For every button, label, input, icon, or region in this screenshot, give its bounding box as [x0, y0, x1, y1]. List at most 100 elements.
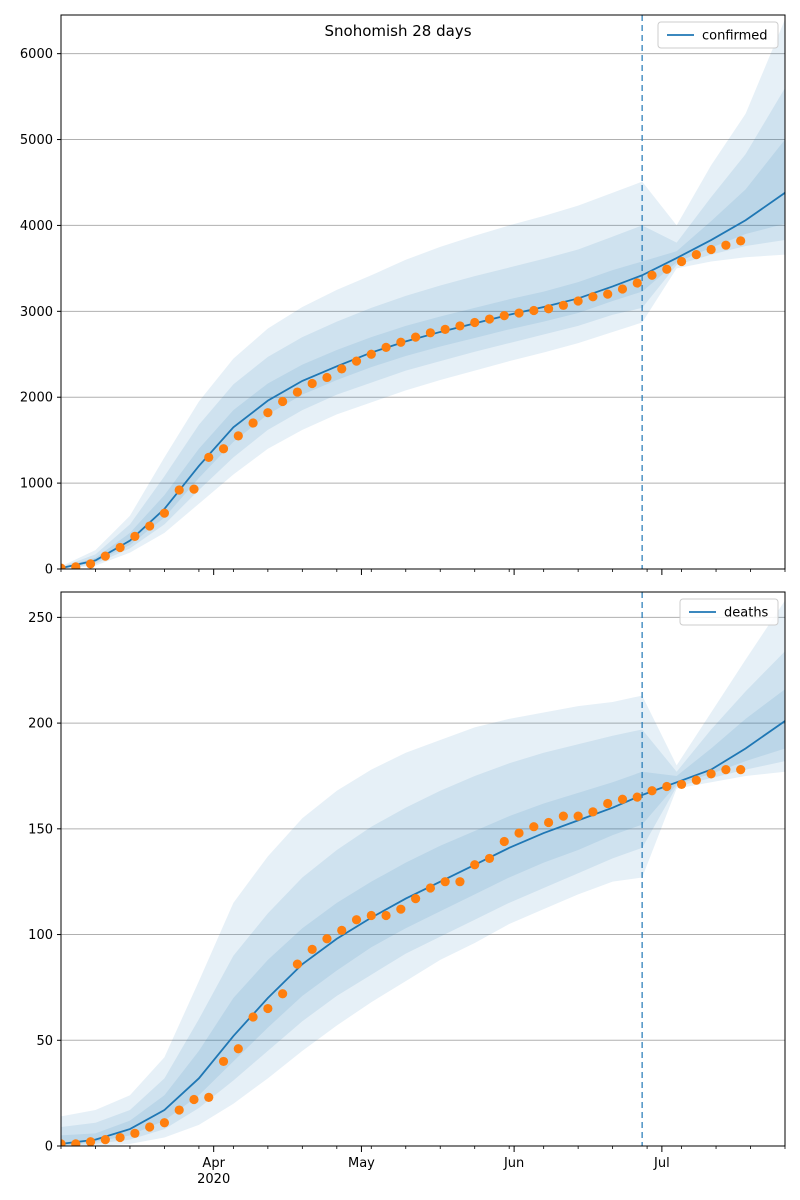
y-tick-label: 0 — [45, 563, 53, 578]
uncertainty-band-3 — [642, 689, 785, 825]
observed-point — [543, 304, 554, 314]
y-tick-label: 5000 — [20, 133, 53, 148]
observed-point — [322, 934, 332, 944]
observed-point — [603, 798, 613, 809]
observed-point — [514, 828, 524, 838]
legend-box — [679, 598, 779, 626]
observed-point — [662, 264, 672, 274]
observed-point — [292, 387, 303, 397]
uncertainty-band-2 — [61, 225, 643, 569]
observed-point — [573, 811, 583, 821]
observed-point — [233, 431, 243, 441]
uncertainty-band-1 — [642, 600, 785, 878]
y-tick-label: 100 — [28, 928, 53, 943]
observed-point — [499, 836, 509, 847]
model-median-line — [61, 794, 643, 1145]
observed-point — [573, 296, 583, 306]
observed-point — [470, 317, 480, 328]
observed-point — [632, 278, 642, 288]
y-tick-label: 4000 — [20, 219, 53, 234]
axes-frame — [60, 591, 786, 1147]
observed-point — [71, 1139, 81, 1146]
uncertainty-band-1 — [61, 181, 643, 569]
uncertainty-band-2 — [642, 88, 785, 308]
observed-point — [322, 372, 332, 383]
uncertainty-band-3 — [61, 261, 643, 569]
observed-point — [278, 989, 288, 999]
observed-point — [381, 342, 391, 352]
observed-point — [588, 807, 598, 817]
observed-point — [721, 240, 731, 250]
observed-point — [337, 925, 347, 935]
observed-point — [440, 877, 450, 887]
observed-point — [115, 1132, 125, 1143]
x-tick-label: Jul — [653, 1156, 670, 1171]
observed-point — [691, 250, 701, 260]
x-tick-label: Jun — [503, 1156, 524, 1171]
observed-point — [174, 485, 184, 495]
y-tick-label: 2000 — [20, 391, 53, 406]
y-tick-label: 250 — [28, 611, 53, 626]
observed-point — [425, 883, 435, 893]
observed-point — [588, 292, 598, 302]
observed-point — [529, 305, 539, 316]
observed-point — [455, 321, 465, 331]
x-tick-year-label: 2020 — [197, 1172, 230, 1187]
observed-point — [292, 959, 303, 969]
observed-point — [100, 1135, 110, 1145]
observed-point — [411, 894, 421, 904]
observed-point — [218, 444, 229, 454]
observed-point — [499, 311, 509, 321]
legend-label: confirmed — [702, 29, 768, 44]
observed-point — [470, 860, 480, 870]
y-tick-label: 50 — [36, 1034, 53, 1049]
observed-point — [351, 356, 362, 366]
observed-point — [706, 244, 716, 255]
observed-point — [736, 765, 746, 775]
observed-point — [691, 775, 701, 785]
uncertainty-band-3 — [642, 139, 785, 292]
observed-point — [278, 396, 288, 407]
observed-point — [647, 270, 657, 280]
observed-point — [85, 559, 96, 569]
x-tick-label: Apr — [202, 1156, 225, 1171]
uncertainty-band-2 — [61, 729, 643, 1146]
observed-point — [617, 794, 628, 804]
observed-point — [248, 1012, 258, 1022]
y-tick-label: 150 — [28, 822, 53, 837]
legend-label: deaths — [724, 606, 769, 621]
observed-point — [189, 1094, 199, 1105]
observed-point — [558, 811, 568, 821]
uncertainty-band-2 — [642, 651, 785, 848]
observed-point — [425, 328, 435, 338]
y-tick-label: 1000 — [20, 477, 53, 492]
model-median-line — [641, 192, 785, 277]
observed-point — [366, 349, 376, 359]
observed-point — [115, 542, 125, 553]
observed-point — [61, 1139, 66, 1146]
observed-point — [676, 256, 687, 267]
observed-point — [721, 765, 731, 775]
observed-point — [484, 314, 495, 324]
observed-point — [159, 1118, 170, 1128]
uncertainty-band-1 — [642, 19, 785, 323]
legend-box — [657, 21, 779, 49]
observed-point — [174, 1105, 184, 1115]
observed-point — [632, 792, 642, 802]
observed-point — [484, 853, 495, 864]
observed-point — [263, 1003, 273, 1014]
observed-point — [647, 786, 657, 796]
observed-point — [396, 904, 406, 914]
observed-point — [204, 1092, 214, 1102]
observed-point — [145, 1122, 155, 1132]
x-tick-label: May — [348, 1156, 375, 1171]
uncertainty-band-3 — [61, 771, 643, 1146]
observed-point — [233, 1044, 243, 1054]
observed-point — [455, 877, 465, 887]
y-tick-label: 200 — [28, 717, 53, 732]
observed-point — [351, 915, 362, 925]
observed-point — [263, 408, 273, 418]
plot-area — [61, 600, 785, 1146]
